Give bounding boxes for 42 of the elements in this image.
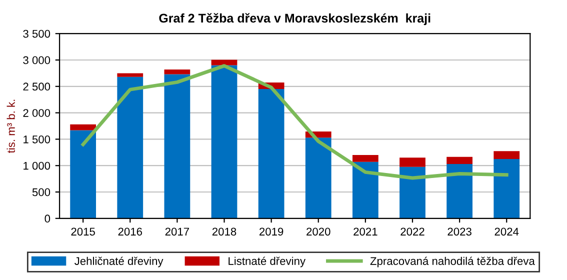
y-tick-label: 0 [44, 214, 50, 223]
legend-label: Jehličnaté dřeviny [74, 256, 164, 268]
bar [352, 162, 378, 218]
bar [117, 73, 144, 77]
bar [352, 155, 378, 162]
x-tick-label: 2020 [306, 228, 330, 236]
bar [164, 74, 190, 218]
x-tick-label: 2016 [118, 228, 142, 236]
bar [494, 151, 520, 159]
bar [117, 76, 144, 218]
x-tick-label: 2019 [260, 228, 284, 236]
bar [258, 89, 284, 218]
bar [400, 158, 426, 167]
y-tick-label: 3 500 [23, 30, 50, 38]
y-tick-label: 2 500 [23, 82, 50, 91]
bar [446, 156, 472, 164]
bar [446, 164, 472, 218]
x-tick-label: 2024 [494, 228, 519, 236]
y-tick-label: 500 [32, 188, 50, 196]
line-series [81, 64, 508, 180]
bar [400, 166, 426, 218]
y-axis-title: tis. m³ b. k. [6, 100, 15, 153]
x-tick-label: 2017 [165, 228, 189, 236]
bar [164, 70, 190, 74]
legend-label: Listnaté dřeviny [228, 256, 306, 268]
chart-title: Graf 2 Těžba dřeva v Moravskoslezském kraji [159, 13, 430, 26]
x-tick-label: 2023 [448, 228, 472, 236]
bar [305, 138, 332, 218]
legend-label: Zpracovaná nahodilá těžba dřeva [370, 256, 535, 268]
y-tick-label: 1 000 [24, 162, 50, 170]
y-tick-label: 2 000 [23, 109, 50, 117]
bar [211, 60, 238, 66]
x-tick-label: 2015 [71, 228, 95, 236]
bar [70, 124, 96, 130]
y-tick-label: 1 500 [24, 135, 50, 144]
bar [211, 65, 238, 218]
y-tick-label: 3 000 [23, 56, 50, 64]
x-tick-label: 2022 [400, 228, 424, 236]
bar [494, 159, 520, 218]
bar [70, 130, 96, 218]
x-tick-label: 2021 [354, 228, 378, 236]
x-tick-label: 2018 [212, 228, 236, 236]
